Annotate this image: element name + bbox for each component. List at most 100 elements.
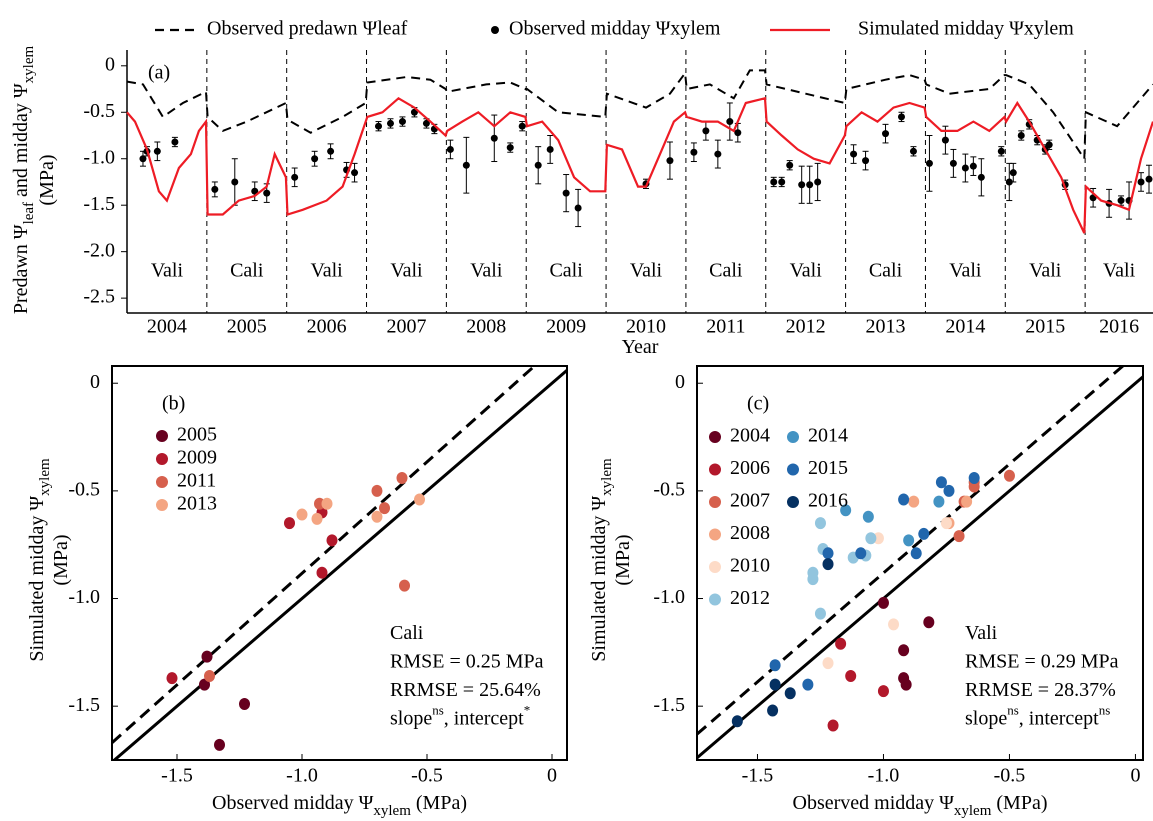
point	[910, 547, 922, 560]
observed-point	[862, 157, 870, 165]
point	[239, 698, 250, 711]
observation	[422, 118, 430, 129]
y-axis-label-subscript: xylem	[599, 458, 615, 496]
x-tick-label: -1.0	[286, 765, 318, 787]
observation	[398, 116, 406, 127]
point	[1003, 469, 1015, 482]
observation	[311, 150, 319, 167]
panel-label: (a)	[148, 62, 170, 84]
x-tick-label: 2012	[786, 316, 826, 338]
crop-label: Vali	[790, 260, 823, 282]
crop-label: Vali	[390, 260, 423, 282]
observation	[726, 102, 734, 141]
legend-label: Observed predawn Ψleaf	[207, 18, 408, 40]
y-axis-label-part: Simulated midday Ψ	[588, 496, 610, 662]
panel-label: (b)	[162, 393, 185, 415]
legend-label: 2011	[177, 470, 216, 492]
point	[371, 510, 383, 523]
observed-point	[351, 169, 359, 177]
crop-label: Cali	[549, 260, 583, 282]
point	[396, 471, 408, 484]
legend-marker	[156, 453, 168, 465]
observation	[977, 158, 985, 197]
point	[898, 493, 910, 506]
observation	[798, 165, 806, 204]
x-tick-label: 2016	[1099, 316, 1139, 338]
x-axis-label-part: Observed midday Ψ	[793, 792, 955, 814]
point	[822, 558, 834, 571]
observed-point	[798, 181, 806, 189]
point	[321, 497, 333, 510]
x-tick-label: 2009	[546, 316, 586, 338]
point	[769, 659, 781, 672]
observation	[806, 165, 814, 204]
crop-label: Vali	[151, 260, 184, 282]
y-tick-label: -0.5	[83, 100, 115, 122]
observed-point	[961, 164, 969, 172]
x-tick-label: 2005	[227, 316, 267, 338]
annotation-superscript: ns	[1007, 703, 1019, 718]
observed-point	[171, 138, 179, 146]
legend-label: Observed midday Ψxylem	[509, 18, 721, 40]
y-axis-label-part: Simulated midday Ψ	[26, 496, 48, 662]
annotation-part: Vali	[965, 622, 998, 644]
y-axis-label: (MPa)	[36, 154, 58, 205]
y-axis-label: Predawn Ψleaf and midday Ψxylem	[10, 45, 38, 314]
observed-point	[398, 118, 406, 126]
point	[918, 527, 930, 540]
point	[814, 517, 826, 530]
x-axis-label-part: (MPa)	[991, 792, 1047, 814]
x-tick-label: 0	[547, 765, 557, 787]
observed-point	[462, 161, 470, 169]
observed-point	[446, 145, 454, 153]
point	[399, 579, 410, 592]
point	[835, 637, 847, 650]
point	[316, 566, 328, 579]
observed-point	[941, 136, 949, 144]
observed-point	[1045, 141, 1053, 149]
observed-point	[690, 148, 698, 156]
crop-label: Vali	[630, 260, 663, 282]
x-tick-label: 2015	[1025, 316, 1065, 338]
point	[414, 493, 425, 506]
observation	[386, 118, 394, 129]
point	[865, 532, 877, 545]
annotation: slopens, intercept*	[390, 703, 530, 729]
observation	[969, 156, 977, 176]
observation	[786, 160, 794, 171]
point	[379, 502, 390, 515]
observed-point	[1005, 178, 1013, 186]
observed-point	[506, 144, 514, 152]
y-tick-label: 0	[90, 371, 100, 393]
annotation: RRMSE = 28.37%	[965, 679, 1116, 701]
x-tick-label: -1.0	[868, 765, 900, 787]
point	[940, 517, 952, 530]
y-tick-label: 0	[675, 371, 685, 393]
x-axis-label-part: (MPa)	[411, 792, 467, 814]
legend-label: 2006	[730, 457, 770, 479]
point	[888, 618, 900, 631]
point	[827, 719, 839, 732]
observation	[1145, 164, 1153, 194]
y-axis-label-subscript: xylem	[37, 458, 53, 496]
point	[371, 484, 383, 497]
point	[767, 704, 779, 717]
observation	[897, 111, 905, 123]
panel-label: (c)	[747, 393, 769, 415]
x-axis-label: Observed midday Ψxylem (MPa)	[793, 792, 1048, 820]
y-axis-label-part: Predawn Ψ	[10, 224, 32, 314]
crop-label: Vali	[1029, 260, 1062, 282]
observation	[518, 121, 526, 132]
annotation: Cali	[390, 622, 424, 644]
crop-label: Vali	[311, 260, 344, 282]
y-axis-label: (MPa)	[50, 534, 72, 585]
y-axis-label: Simulated midday Ψxylem	[588, 458, 616, 662]
point	[855, 547, 867, 560]
legend-label: 2012	[730, 587, 770, 609]
observation	[574, 188, 582, 228]
observed-point	[139, 155, 147, 163]
x-tick-label: 2011	[706, 316, 745, 338]
observed-point	[977, 173, 985, 181]
observation	[351, 162, 359, 183]
observation	[1017, 130, 1025, 141]
